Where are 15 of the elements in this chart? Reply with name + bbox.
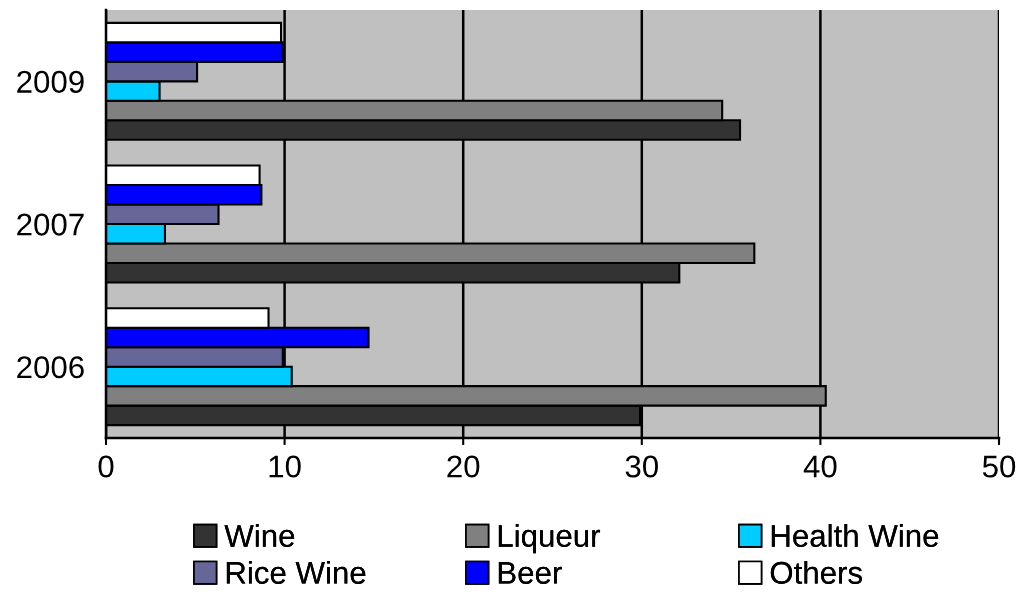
x-tick-label: 10 xyxy=(269,455,301,478)
legend-label: Rice Wine xyxy=(226,560,366,584)
y-tick-label: 2009 xyxy=(17,70,84,93)
legend-label: Liqueur xyxy=(498,524,601,554)
legend-label: Wine xyxy=(224,524,295,547)
y-tick-label: 2007 xyxy=(17,213,84,236)
x-tick-label: 40 xyxy=(803,455,837,478)
y-tick-label: 2006 xyxy=(17,356,84,379)
x-tick-label: 30 xyxy=(625,455,658,478)
x-tick-label: 20 xyxy=(447,455,480,478)
x-tick-label: 50 xyxy=(982,455,1016,478)
x-tick-label: 0 xyxy=(98,455,114,478)
legend-label: Others xyxy=(770,560,862,584)
legend-label: Health Wine xyxy=(771,524,939,547)
legend-label: Beer xyxy=(498,562,562,584)
